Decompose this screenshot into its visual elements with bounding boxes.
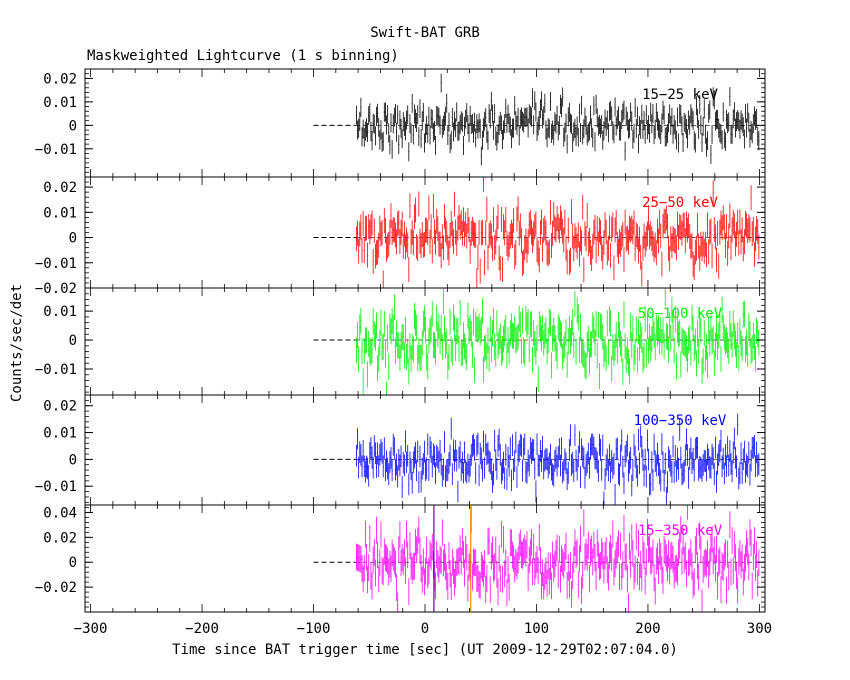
panel-2-ytick-label: −0.01 — [35, 256, 77, 272]
panel-1-series-line — [355, 73, 760, 166]
xtick-label: −100 — [297, 621, 331, 637]
y-axis-label: Counts/sec/det — [9, 284, 25, 402]
panel-3-band-label: 50−100 keV — [638, 306, 723, 322]
panel-1-ytick-label: 0.01 — [43, 95, 77, 111]
x-axis: −300 −200 −100 0 100 200 300 — [74, 621, 772, 637]
panel-4-band-label: 100−350 keV — [634, 413, 727, 429]
panel-5-frame — [84, 504, 766, 613]
chart-subtitle: Maskweighted Lightcurve (1 s binning) — [87, 48, 399, 64]
panel-1-frame — [84, 68, 766, 178]
panel-1-ytick-label: 0.02 — [43, 71, 77, 87]
panel-2-series-line — [355, 177, 760, 288]
panel-2-ytick-label: 0 — [69, 231, 77, 247]
panel-3-series-line — [355, 288, 760, 396]
panel-5-ytick-label: 0.02 — [43, 530, 77, 546]
xtick-label: 0 — [421, 621, 429, 637]
panel-2-ytick-label: 0.01 — [43, 205, 77, 221]
x-axis-label: Time since BAT trigger time [sec] (UT 20… — [172, 642, 678, 658]
panel-3: −0.01 0 0.01 50−100 keV — [35, 287, 766, 396]
panel-3-ytick-label: 0.01 — [43, 304, 77, 320]
panel-3-ytick-label: 0 — [69, 333, 77, 349]
panel-2-band-label: 25−50 keV — [642, 195, 718, 211]
panel-2-ytick-label: −0.02 — [35, 281, 77, 297]
panel-4-frame — [84, 394, 766, 506]
panel-4-ytick-label: 0.01 — [43, 426, 77, 442]
panel-2-ytick-label: 0.02 — [43, 180, 77, 196]
xtick-label: 200 — [635, 621, 660, 637]
panel-4-series-line — [355, 413, 760, 505]
panel-5: −0.02 0 0.02 0.04 15−350 keV — [35, 504, 766, 613]
chart-title: Swift-BAT GRB — [370, 25, 480, 41]
panel-1-ytick-label: 0 — [69, 118, 77, 134]
panel-5-band-label: 15−350 keV — [638, 523, 723, 539]
panel-5-ytick-label: 0 — [69, 555, 77, 571]
xtick-label: −200 — [185, 621, 219, 637]
xtick-label: 300 — [747, 621, 772, 637]
panel-3-ytick-label: −0.01 — [35, 362, 77, 378]
panel-5-series-line — [355, 505, 760, 612]
panel-4: −0.01 0 0.01 0.02 100−350 keV — [35, 394, 766, 506]
panel-1: −0.01 0 0.01 0.02 15−25 keV — [35, 68, 766, 178]
panel-4-ytick-label: 0 — [69, 452, 77, 468]
panel-1-band-label: 15−25 keV — [642, 87, 718, 103]
panel-4-ytick-label: 0.02 — [43, 399, 77, 415]
xtick-label: 100 — [524, 621, 549, 637]
panel-4-ytick-label: −0.01 — [35, 479, 77, 495]
panel-5-ytick-label: 0.04 — [43, 505, 77, 521]
xtick-label: −300 — [74, 621, 108, 637]
panel-5-ytick-label: −0.02 — [35, 580, 77, 596]
panel-2: −0.02 −0.01 0 0.01 0.02 25−50 keV — [35, 176, 766, 297]
panel-1-ytick-label: −0.01 — [35, 142, 77, 158]
panels-group: −0.01 0 0.01 0.02 15−25 keV −0.02 −0.01 0 0.01 0.… — [35, 68, 766, 613]
